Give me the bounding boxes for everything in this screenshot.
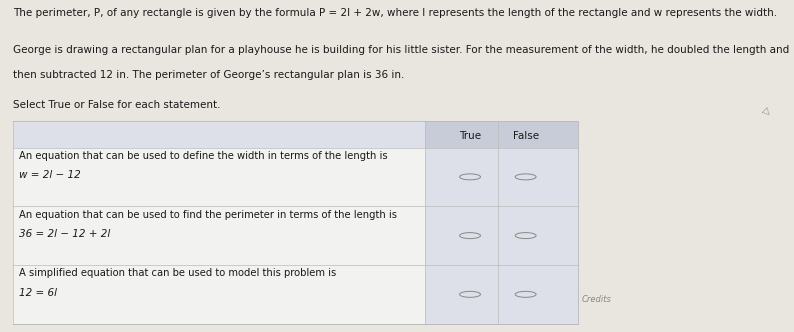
Bar [13, 206, 425, 265]
Text: Select True or False for each statement.: Select True or False for each statement. [13, 100, 221, 110]
Text: 12 = 6l: 12 = 6l [19, 288, 57, 297]
Text: True: True [459, 131, 481, 141]
Bar [13, 121, 425, 147]
Text: 36 = 2l − 12 + 2l: 36 = 2l − 12 + 2l [19, 229, 110, 239]
Text: then subtracted 12 in. The perimeter of George’s rectangular plan is 36 in.: then subtracted 12 in. The perimeter of … [13, 70, 405, 80]
Text: Credits: Credits [582, 295, 612, 304]
Text: A simplified equation that can be used to model this problem is: A simplified equation that can be used t… [19, 268, 337, 278]
Bar [425, 121, 578, 147]
Text: w = 2l − 12: w = 2l − 12 [19, 170, 81, 180]
Bar [425, 206, 578, 265]
Bar [13, 121, 578, 324]
Text: An equation that can be used to define the width in terms of the length is: An equation that can be used to define t… [19, 151, 387, 161]
Bar [425, 265, 578, 324]
Bar [425, 147, 578, 206]
Text: An equation that can be used to find the perimeter in terms of the length is: An equation that can be used to find the… [19, 209, 397, 219]
Text: ▷: ▷ [760, 106, 773, 118]
Text: The perimeter, P, of any rectangle is given by the formula P = 2l + 2w, where l : The perimeter, P, of any rectangle is gi… [13, 8, 777, 18]
Text: George is drawing a rectangular plan for a playhouse he is building for his litt: George is drawing a rectangular plan for… [13, 45, 790, 55]
Text: False: False [513, 131, 538, 141]
Bar [13, 265, 425, 324]
Bar [13, 147, 425, 206]
